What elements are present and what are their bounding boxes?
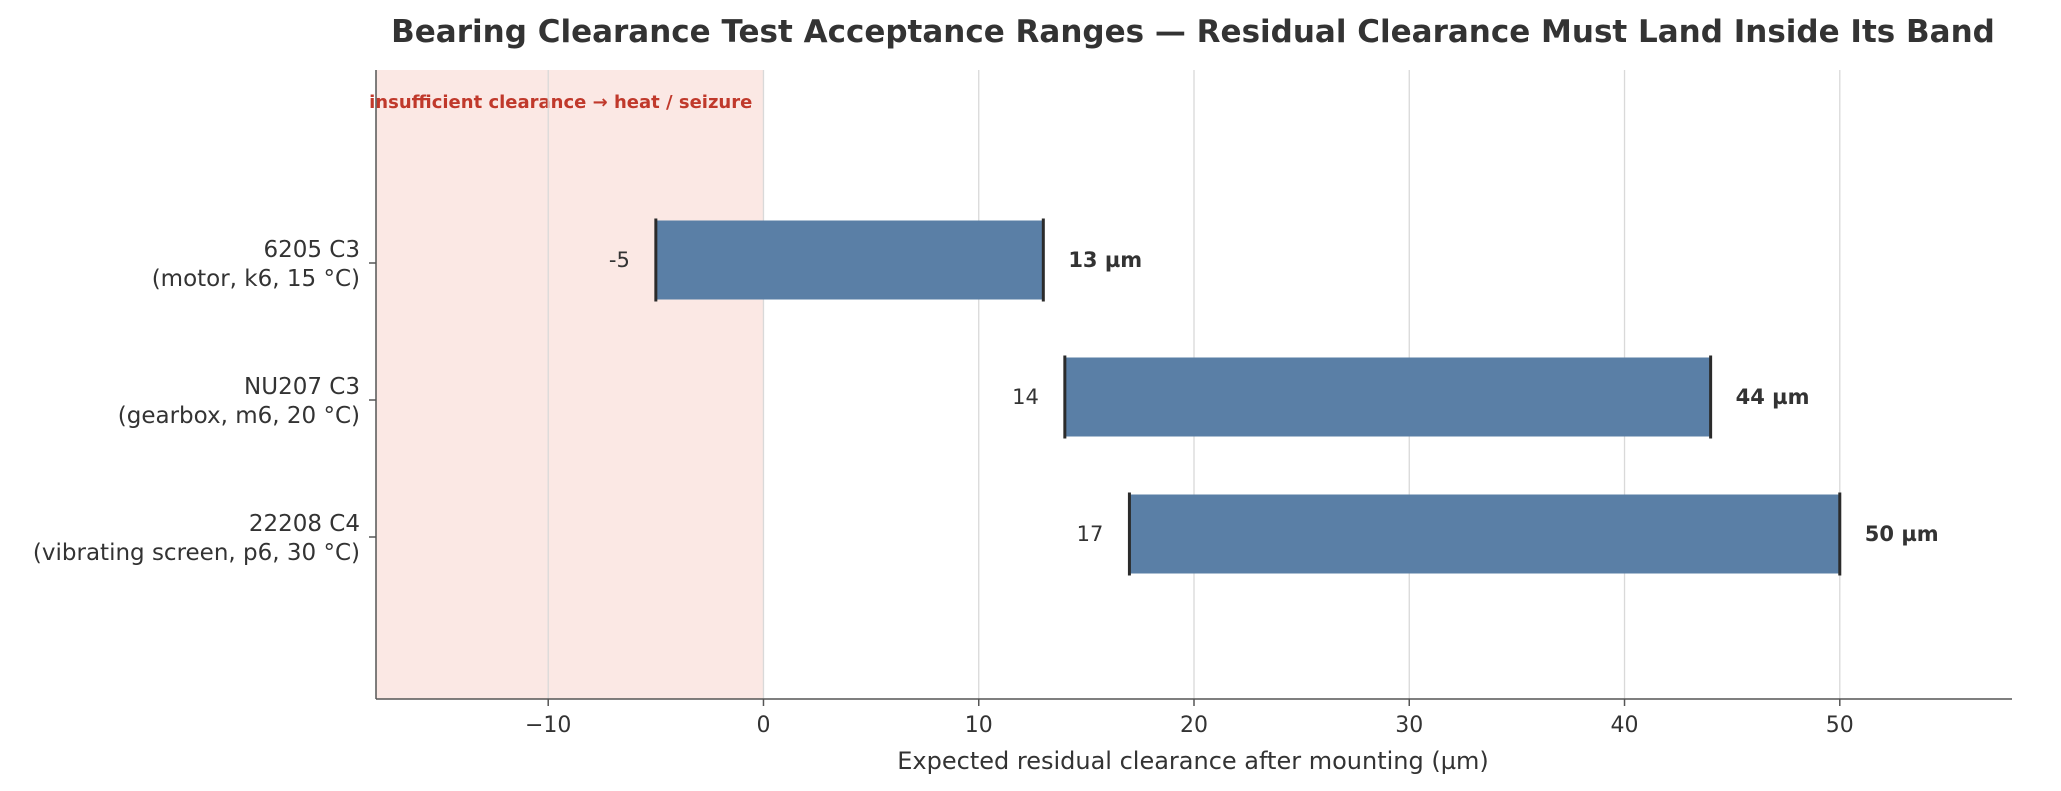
category-sublabel: (vibrating screen, p6, 30 °C) <box>33 540 360 566</box>
label-layer: -5 13 µm 14 44 µm 17 50 µm <box>609 248 1939 546</box>
x-tick-label: 0 <box>756 713 770 738</box>
x-tick-label: 30 <box>1395 713 1423 738</box>
x-tick-label: 40 <box>1611 713 1639 738</box>
category-label: 6205 C3 <box>263 237 360 263</box>
bar-layer <box>654 218 1842 576</box>
range-low-label: -5 <box>609 248 630 272</box>
x-tick-label: 20 <box>1180 713 1208 738</box>
category-label: NU207 C3 <box>244 374 360 400</box>
insufficient-clearance-zone <box>376 70 764 699</box>
range-high-label: 13 µm <box>1068 248 1142 272</box>
category-sublabel: (gearbox, m6, 20 °C) <box>118 403 360 429</box>
range-high-label: 50 µm <box>1865 522 1939 546</box>
axis-layer: −10 0 10 20 30 40 50 6205 C3 (motor, k6, 15 °C) N… <box>33 70 2012 738</box>
zone-layer: insufficient clearance → heat / seizure <box>369 70 764 699</box>
x-tick-label: 10 <box>965 713 993 738</box>
x-axis-label: Expected residual clearance after mounti… <box>897 747 1488 775</box>
range-bar <box>655 220 1044 300</box>
chart-title: Bearing Clearance Test Acceptance Ranges… <box>391 14 1995 50</box>
range-low-label: 14 <box>1012 385 1039 409</box>
zone-label: insufficient clearance → heat / seizure <box>369 92 752 113</box>
range-low-label: 17 <box>1077 522 1104 546</box>
category-sublabel: (motor, k6, 15 °C) <box>152 266 360 292</box>
range-bar <box>1129 494 1840 574</box>
range-bar <box>1064 357 1711 437</box>
x-tick-label: −10 <box>525 713 571 738</box>
category-label: 22208 C4 <box>249 511 360 537</box>
range-high-label: 44 µm <box>1736 385 1810 409</box>
x-tick-label: 50 <box>1826 713 1854 738</box>
